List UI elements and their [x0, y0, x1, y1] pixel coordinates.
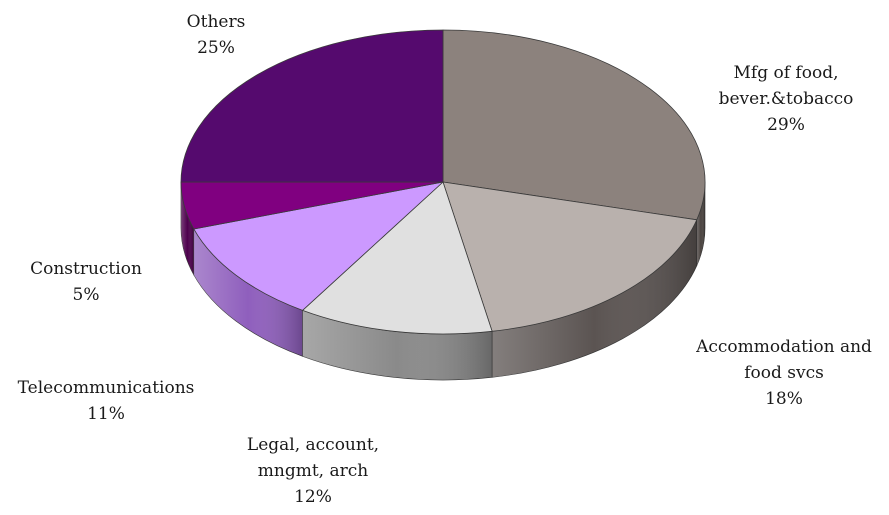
slice-side-shade-accommodation-and-food-svcs	[492, 219, 697, 378]
slice-labels: Mfg of food, bever.&tobacco 29% Accommodati…	[18, 12, 872, 507]
data-label-name-line: Legal, account,	[247, 435, 379, 455]
pie-side-walls	[180, 181, 706, 381]
data-label-others: Others 25%	[187, 12, 246, 58]
data-label-name-line: Accommodation and	[695, 337, 872, 357]
slice-accommodation-and-food-svcs	[442, 181, 698, 332]
slice-mfg-of-food-bever-tobacco	[442, 29, 706, 221]
slice-side-shade-legal-account-mngmt-arch	[302, 310, 493, 380]
slice-side-shade-construction	[181, 182, 194, 275]
data-label-accommodation-and-food-svcs: Accommodation and food svcs 18%	[695, 337, 872, 409]
data-label-name-line: food svcs	[744, 363, 824, 383]
data-label-name-line: Mfg of food,	[734, 63, 839, 83]
slice-telecommunications	[193, 181, 444, 311]
slice-side-shade-telecommunications	[193, 228, 303, 357]
data-label-percent: 11%	[87, 404, 125, 424]
data-label-mfg-of-food-bever-tobacco: Mfg of food, bever.&tobacco 29%	[719, 63, 854, 135]
data-label-percent: 12%	[294, 487, 332, 507]
data-label-legal-account-mngmt-arch: Legal, account, mngmt, arch 12%	[247, 435, 379, 507]
data-label-percent: 25%	[197, 38, 235, 58]
data-label-percent: 29%	[767, 115, 805, 135]
data-label-percent: 5%	[73, 285, 100, 305]
data-label-name-line: Construction	[30, 259, 142, 279]
data-label-telecommunications: Telecommunications 11%	[18, 378, 195, 424]
slice-legal-account-mngmt-arch	[302, 181, 493, 335]
data-label-percent: 18%	[765, 389, 803, 409]
slice-others	[180, 29, 444, 183]
data-label-name-line: bever.&tobacco	[719, 89, 854, 109]
data-label-name-line: Telecommunications	[18, 378, 195, 398]
data-label-construction: Construction 5%	[30, 259, 142, 305]
data-label-name-line: mngmt, arch	[258, 461, 368, 481]
pie-slices	[180, 29, 706, 335]
data-label-name-line: Others	[187, 12, 246, 32]
